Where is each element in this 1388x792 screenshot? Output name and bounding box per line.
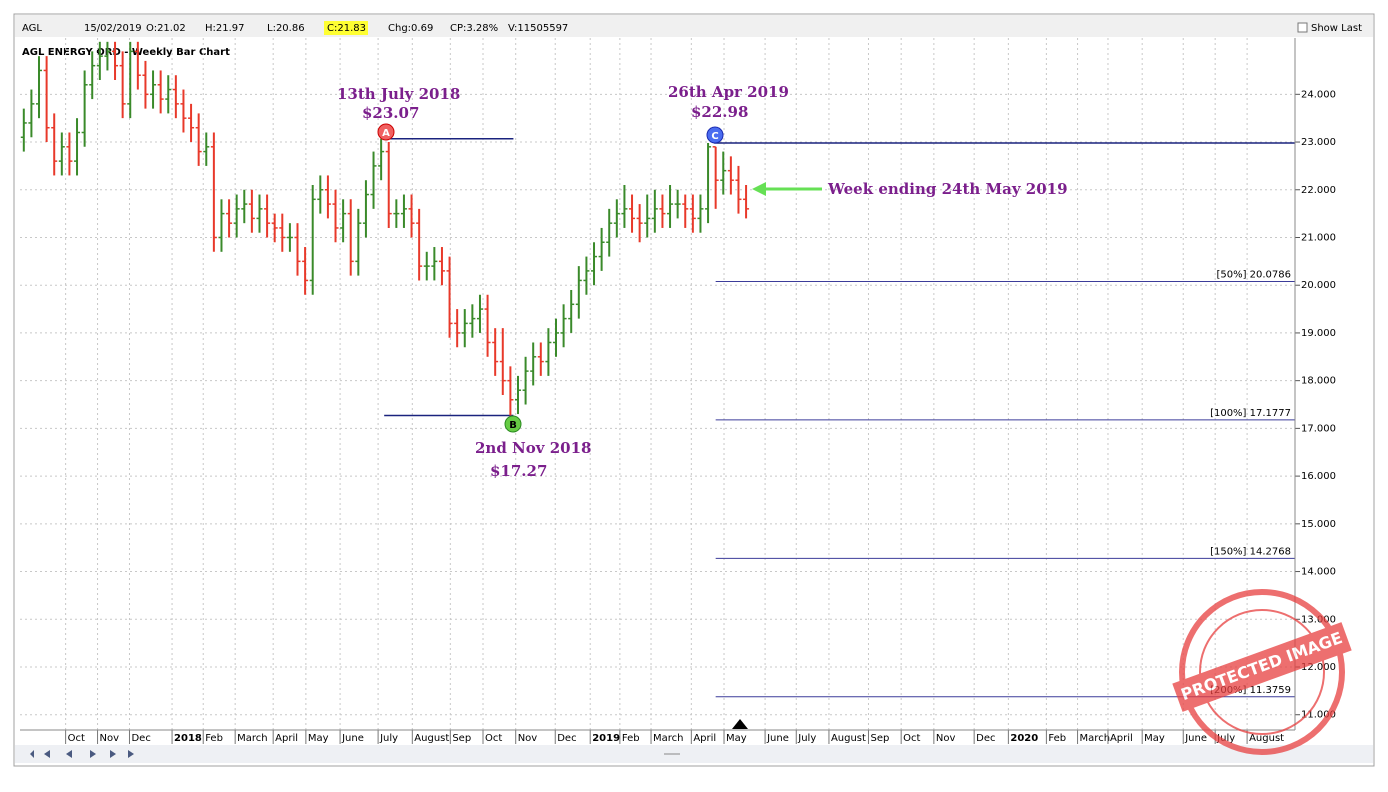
x-tick-label: Nov — [100, 733, 120, 744]
nav-first[interactable] — [30, 750, 34, 758]
x-tick-label: Oct — [68, 733, 85, 744]
y-tick-label: 18.000 — [1301, 376, 1336, 387]
x-tick-label: August — [1249, 733, 1284, 744]
x-tick-label: May — [1144, 733, 1165, 744]
x-tick-label: Oct — [903, 733, 920, 744]
x-tick-label: March — [653, 733, 683, 744]
header-change-pct: CP:3.28% — [450, 23, 498, 34]
x-tick-label: July — [1216, 733, 1235, 744]
stamp-inner — [1199, 609, 1325, 735]
header-close: C:21.83 — [327, 23, 366, 34]
annotation: $17.27 — [490, 462, 547, 480]
marker-label: B — [509, 420, 517, 431]
nav-forward[interactable] — [90, 750, 96, 758]
x-tick-label: May — [726, 733, 747, 744]
chart-title: AGL ENERGY ORD - Weekly Bar Chart — [22, 47, 230, 58]
x-tick-label: Dec — [976, 733, 995, 744]
x-tick-label: 2019 — [592, 733, 620, 744]
y-tick-label: 23.000 — [1301, 137, 1336, 148]
y-tick-label: 14.000 — [1301, 567, 1336, 578]
fib-level-label: [150%] 14.2768 — [1210, 546, 1291, 557]
x-tick-label: Sep — [870, 733, 889, 744]
marker-a — [377, 123, 395, 141]
x-tick-label: Sep — [452, 733, 471, 744]
y-tick-label: 16.000 — [1301, 471, 1336, 482]
x-tick-label: June — [1184, 733, 1207, 744]
nav-buttons[interactable] — [30, 750, 134, 758]
x-tick-label: April — [693, 733, 716, 744]
header-symbol: AGL — [22, 23, 42, 34]
x-tick-label: August — [414, 733, 449, 744]
marker-b — [504, 415, 522, 433]
marker-label: C — [711, 131, 718, 142]
x-tick-label: July — [379, 733, 398, 744]
nav-back[interactable] — [66, 750, 72, 758]
y-tick-label: 19.000 — [1301, 328, 1336, 339]
show-last-checkbox[interactable] — [1297, 22, 1308, 33]
show-last-label[interactable]: Show Last — [1311, 23, 1362, 34]
x-tick-label: August — [831, 733, 866, 744]
x-tick-label: June — [341, 733, 364, 744]
header-open: O:21.02 — [146, 23, 186, 34]
x-tick-label: Nov — [936, 733, 956, 744]
x-tick-label: Oct — [485, 733, 502, 744]
x-tick-label: 2018 — [174, 733, 202, 744]
stamp-band — [1172, 622, 1352, 712]
nav-bar — [15, 745, 1373, 763]
x-tick-label: May — [308, 733, 329, 744]
header-high: H:21.97 — [205, 23, 245, 34]
x-tick-label: Feb — [1048, 733, 1066, 744]
header-volume: V:11505597 — [508, 23, 568, 34]
x-tick-label: July — [797, 733, 816, 744]
y-tick-label: 22.000 — [1301, 185, 1336, 196]
y-tick-label: 15.000 — [1301, 519, 1336, 530]
stamp-ring — [1179, 589, 1345, 755]
y-tick-label: 20.000 — [1301, 280, 1336, 291]
x-tick-label: June — [766, 733, 789, 744]
close-highlight — [324, 21, 368, 35]
nav-fast-forward[interactable] — [110, 750, 116, 758]
x-tick-label: April — [1110, 733, 1133, 744]
fib-level-label: [200%] 11.3759 — [1210, 685, 1291, 696]
annotation: 2nd Nov 2018 — [475, 439, 591, 457]
annotation: 26th Apr 2019 — [668, 83, 789, 101]
marker-c — [706, 126, 724, 144]
x-tick-label: Feb — [205, 733, 223, 744]
x-tick-label: Feb — [622, 733, 640, 744]
annotation: 13th July 2018 — [337, 85, 460, 103]
marker-label: A — [382, 128, 390, 139]
fib-level-label: [50%] 20.0786 — [1216, 269, 1291, 280]
y-tick-label: 13.000 — [1301, 614, 1336, 625]
fib-level-label: [100%] 17.1777 — [1210, 408, 1291, 419]
x-tick-label: 2020 — [1010, 733, 1038, 744]
nav-last[interactable] — [128, 750, 134, 758]
y-tick-label: 17.000 — [1301, 423, 1336, 434]
annotation: Week ending 24th May 2019 — [827, 180, 1068, 198]
current-marker — [732, 719, 748, 729]
y-tick-label: 21.000 — [1301, 232, 1336, 243]
x-tick-label: Nov — [518, 733, 538, 744]
x-tick-label: April — [275, 733, 298, 744]
point-markers: A B C — [377, 123, 724, 433]
y-tick-label: 11.000 — [1301, 710, 1336, 721]
x-tick-label: Dec — [557, 733, 576, 744]
window-frame — [13, 13, 1375, 767]
nav-fast-back[interactable] — [44, 750, 50, 758]
header-low: L:20.86 — [267, 23, 305, 34]
x-tick-label: March — [237, 733, 267, 744]
y-tick-label: 12.000 — [1301, 662, 1336, 673]
arrow-head — [752, 182, 766, 196]
annotation: $23.07 — [362, 104, 419, 122]
x-tick-label: Dec — [131, 733, 150, 744]
header-change: Chg:0.69 — [388, 23, 433, 34]
y-tick-label: 24.000 — [1301, 89, 1336, 100]
header-date: 15/02/2019 — [84, 23, 142, 34]
annotation: $22.98 — [691, 103, 748, 121]
x-tick-label: March — [1080, 733, 1110, 744]
